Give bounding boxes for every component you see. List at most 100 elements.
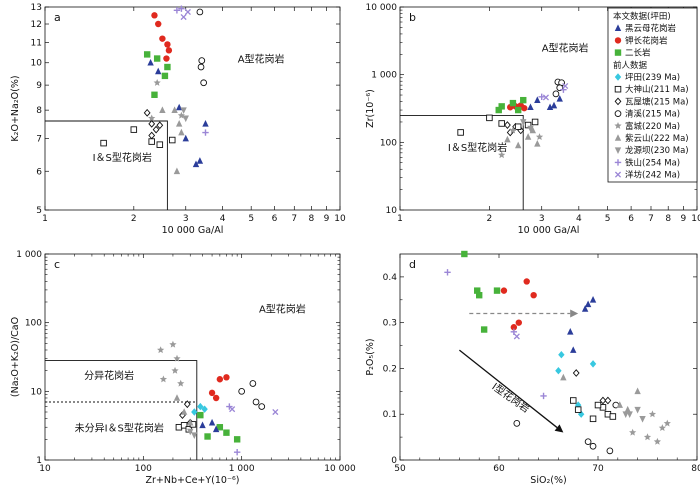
point-ziyun [504,135,511,143]
point-fucheng [169,340,177,348]
point-wawu [148,119,156,128]
x-tick-label: 2 [487,214,493,224]
legend-group-label: 本文数据(坪田) [613,11,671,22]
point-pingtian [555,367,562,375]
point-twomica [153,55,161,62]
point-twomica [233,436,241,443]
point-biotite [534,96,541,103]
point-twomica [197,411,204,419]
y-tick-label: 100 [25,319,42,329]
point-biotite [155,67,162,75]
point-twomica [498,103,505,110]
point-kfeld [212,394,220,402]
point-wawu [143,108,151,117]
point-dashen [574,406,582,413]
point-longyuan [634,406,641,414]
legend-marker-fucheng [614,122,622,129]
y-tick-label: 13 [31,3,42,13]
x-tick-label: 5 [248,214,254,224]
point-tieshan [226,403,233,410]
point-biotite [147,58,154,66]
point-qingxi [196,8,204,16]
point-fucheng [535,133,544,141]
legend-entry-label: 瓦屋塘(215 Ma) [625,96,689,107]
legend-entry-label: 二长岩 [625,48,651,59]
point-qingxi [197,63,205,71]
field-label: 未分异I＆S型花岗岩 [75,422,164,435]
point-fucheng [171,366,179,374]
legend-entry-label: 黑云母花岗岩 [625,23,677,34]
point-pingtian [575,401,582,409]
x-axis: 50 60 70 80 [394,254,700,474]
point-yangfang [180,13,187,21]
x-tick-label: 2 [131,214,137,224]
panel-letter: d [409,258,416,271]
y-tick-label: 7 [36,135,42,145]
x-tick-label: 3 [183,214,189,224]
x-tick-label: 4 [220,214,226,224]
point-longyuan [180,107,187,114]
point-dashen [524,121,532,129]
field-boundary-line [45,360,198,460]
x-tick-label: 4 [576,214,582,224]
point-biotite [196,157,204,164]
point-pingtian [558,351,565,359]
legend-marker-kfeld [614,37,622,44]
point-twomica [461,250,468,258]
point-biotite [567,328,574,335]
legend-marker-longyuan [614,147,622,154]
legend-marker-tieshan [614,159,622,166]
x-tick-label: 10 [39,464,51,474]
data-points [457,78,569,159]
point-fucheng [159,375,168,383]
point-longyuan [639,416,646,423]
legend-entry-label: 紫云山(222 Ma) [625,133,689,144]
y-tick-label: 10 000 [366,3,398,13]
legend-entry-label: 钾长花岗岩 [625,35,668,46]
point-fucheng [153,78,161,86]
data-points [100,5,209,175]
point-qingxi [552,90,560,98]
point-biotite [584,300,592,308]
point-qingxi [252,398,260,406]
legend-marker-pingtian [614,73,622,81]
point-ziyun [529,126,537,134]
point-qingxi [198,57,206,64]
point-fucheng [629,428,637,436]
point-kfeld [223,374,230,381]
x-tick-label: 70 [592,464,604,474]
x-tick-label: 3 [539,214,545,224]
x-tick-label: 1 [42,214,48,224]
legend-entry-label: 清溪(215 Ma) [625,109,680,120]
point-twomica [143,51,151,58]
legend-entry-label: 龙源坝(230 Ma) [625,145,689,156]
data-points [444,250,671,455]
point-tieshan [173,7,181,14]
point-ziyun [171,106,178,113]
point-biotite [570,346,577,353]
legend-marker-biotite [614,24,622,31]
legend-entry-label: 坪田(239 Ma) [625,73,680,83]
legend-group-label: 前人数据 [613,60,648,71]
point-biotite [208,418,216,426]
trend-arrow-solid [458,349,558,429]
panel-b: 1 2 3 4 5 6 7 8 9 10 10 100 1 000 10 000 10 000 Ga/Al Z… [365,3,700,236]
point-twomica [520,96,527,104]
point-kfeld [164,41,171,48]
y-tick-label: 6 [36,167,42,177]
x-tick-label: 9 [681,214,687,224]
point-dashen [531,118,539,126]
y-tick-label: 0.4 [383,273,398,283]
x-tick-label: 7 [648,214,654,224]
x-tick-label: 8 [665,214,671,224]
point-twomica [151,91,158,98]
point-twomica [514,106,522,114]
field-label: 分异花岗岩 [84,369,134,382]
point-qingxi [249,380,257,387]
field-label: A型花岗岩 [542,41,589,54]
point-dashen [156,141,164,148]
point-dashen [486,114,493,122]
point-qingxi [513,420,521,427]
point-qingxi [200,79,208,87]
